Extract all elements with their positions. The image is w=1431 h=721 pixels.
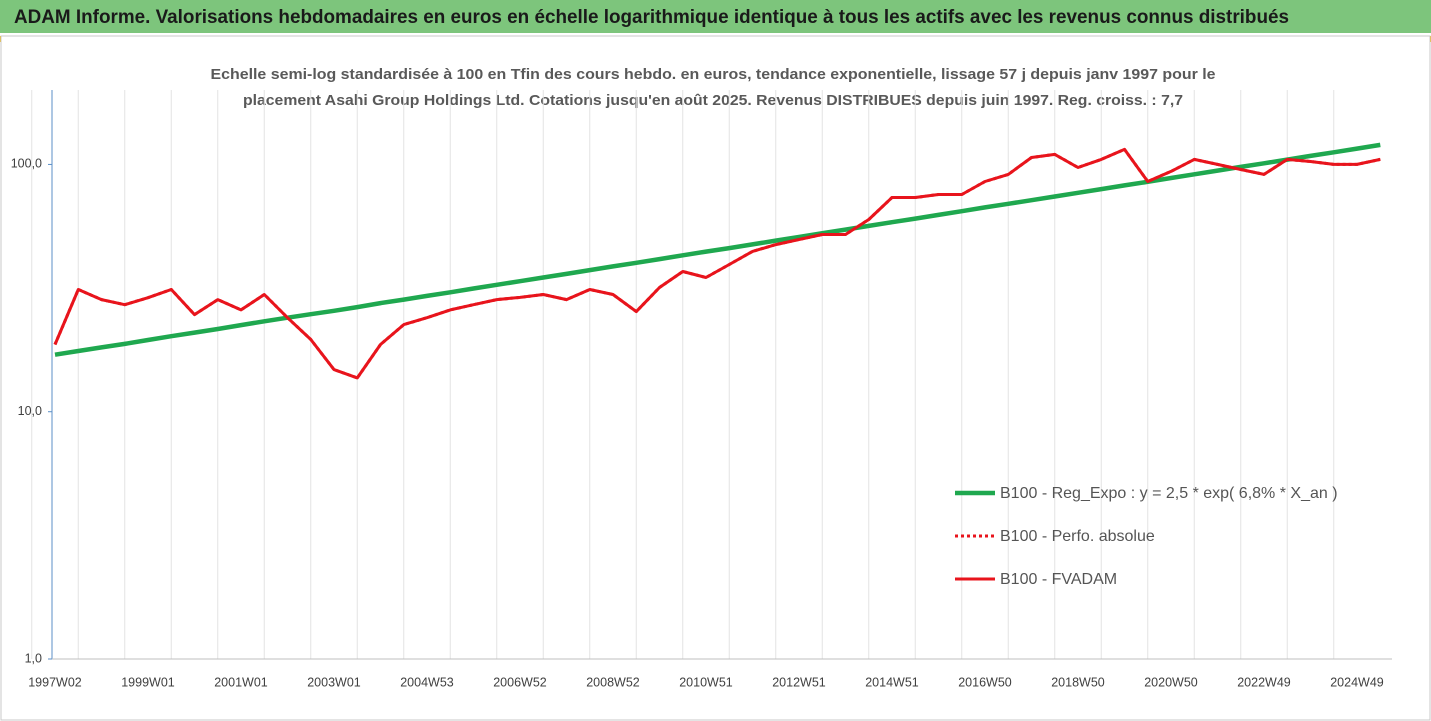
legend-label: B100 - Perfo. absolue (1000, 528, 1155, 545)
x-tick-label: 2014W51 (865, 675, 919, 689)
y-tick-label: 10,0 (18, 404, 42, 418)
x-tick-label: 2022W49 (1237, 675, 1291, 689)
x-tick-label: 2016W50 (958, 675, 1012, 689)
x-tick-label: 2006W52 (493, 675, 547, 689)
x-tick-label: 2008W52 (586, 675, 640, 689)
x-tick-label: 2010W51 (679, 675, 733, 689)
y-tick-label: 1,0 (25, 651, 42, 665)
x-tick-label: 2004W53 (400, 675, 454, 689)
x-tick-label: 2018W50 (1051, 675, 1105, 689)
y-tick-label: 100,0 (11, 157, 42, 171)
x-tick-label: 2024W49 (1330, 675, 1384, 689)
plot: 1,0 10,0 100,0 1997W02 1999W01 2001W01 2003W01… (11, 90, 1392, 689)
chart-subtitle: Echelle semi-log standardisée à 100 en T… (211, 66, 1216, 83)
x-tick-label: 2001W01 (214, 675, 268, 689)
banner-title: ADAM Informe. Valorisations hebdomadaire… (14, 7, 1289, 28)
x-tick-label: 1997W02 (28, 675, 82, 689)
legend-label: B100 - Reg_Expo : y = 2,5 * exp( 6,8% * … (1000, 485, 1338, 502)
x-tick-label: 2012W51 (772, 675, 826, 689)
legend-label: B100 - FVADAM (1000, 571, 1117, 588)
x-tick-label: 1999W01 (121, 675, 175, 689)
banner (0, 0, 1431, 33)
chart-subtitle: placement Asahi Group Holdings Ltd. Cota… (243, 92, 1183, 109)
series-line (54, 142, 1381, 357)
x-tick-label: 2003W01 (307, 675, 361, 689)
series-line (53, 147, 1381, 380)
chart-frame (0, 35, 1431, 721)
x-tick-label: 2020W50 (1144, 675, 1198, 689)
